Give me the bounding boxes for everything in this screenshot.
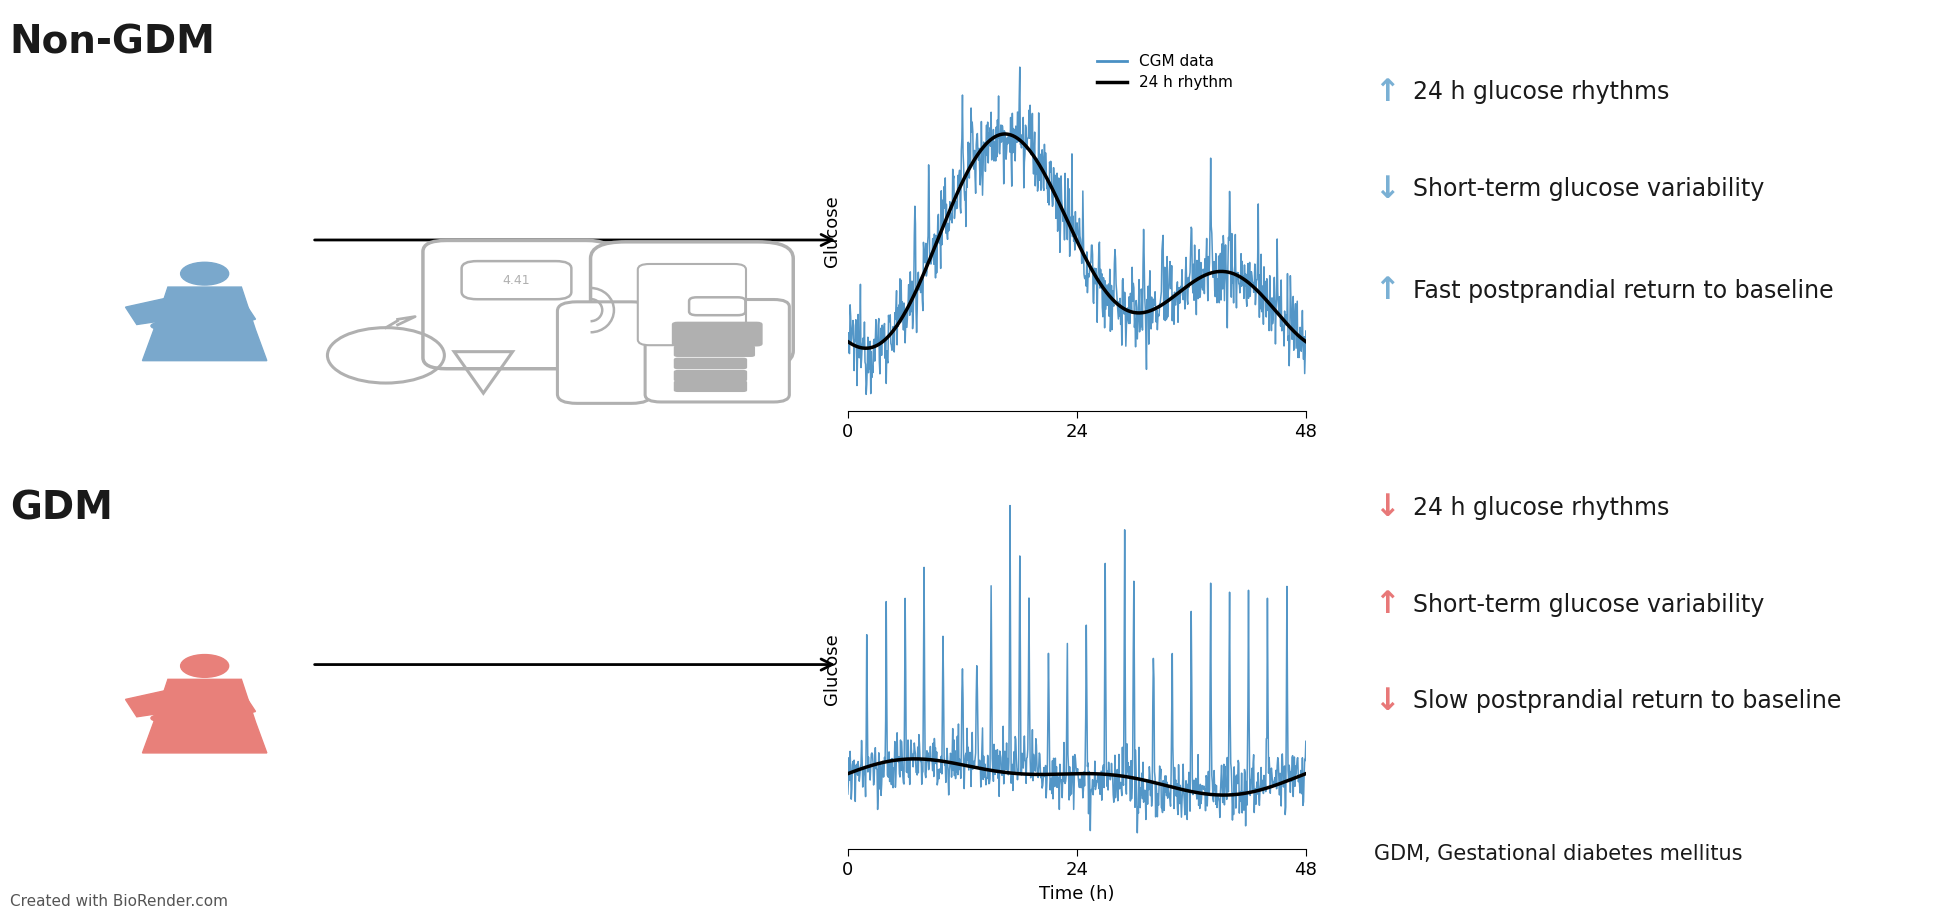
- Text: GDM: GDM: [10, 489, 113, 527]
- Text: Created with BioRender.com: Created with BioRender.com: [10, 894, 228, 909]
- Text: Short-term glucose variability: Short-term glucose variability: [1412, 177, 1763, 201]
- Text: GDM, Gestational diabetes mellitus: GDM, Gestational diabetes mellitus: [1373, 844, 1742, 864]
- Text: Short-term glucose variability: Short-term glucose variability: [1412, 593, 1763, 617]
- Text: ↓: ↓: [1373, 493, 1399, 522]
- Text: ↑: ↑: [1373, 590, 1399, 619]
- Text: Slow postprandial return to baseline: Slow postprandial return to baseline: [1412, 689, 1841, 713]
- Y-axis label: Glucose: Glucose: [822, 195, 840, 267]
- Text: ↑: ↑: [1373, 78, 1399, 107]
- X-axis label: Time (h): Time (h): [1038, 884, 1114, 903]
- Text: 4.41: 4.41: [503, 274, 530, 287]
- Text: ↓: ↓: [1373, 687, 1399, 716]
- Text: 24 h glucose rhythms: 24 h glucose rhythms: [1412, 80, 1669, 104]
- Text: Fast postprandial return to baseline: Fast postprandial return to baseline: [1412, 279, 1833, 303]
- Text: ↓: ↓: [1373, 174, 1399, 204]
- Text: ↑: ↑: [1373, 276, 1399, 306]
- Legend: CGM data, 24 h rhythm: CGM data, 24 h rhythm: [1093, 51, 1235, 93]
- Text: 24 h glucose rhythms: 24 h glucose rhythms: [1412, 496, 1669, 520]
- Y-axis label: Glucose: Glucose: [822, 633, 840, 705]
- Text: Non-GDM: Non-GDM: [10, 23, 216, 61]
